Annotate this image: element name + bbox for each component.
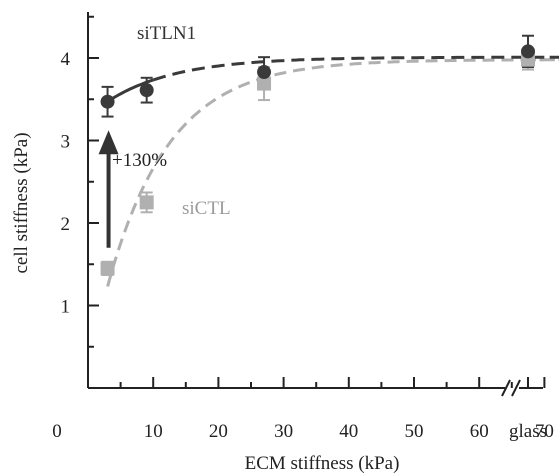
axis-break-mark	[501, 379, 511, 397]
increase-annotation-label: +130%	[112, 150, 167, 171]
siCTL-point	[257, 76, 272, 91]
axes	[87, 12, 546, 397]
x-tick-label: 0	[52, 421, 62, 442]
siTLN1-fit-curve-dashed	[152, 55, 559, 82]
siTLN1-point	[100, 94, 115, 109]
y-tick-label: 1	[61, 297, 71, 318]
siTLN1-point	[521, 44, 535, 59]
x-tick-label: 40	[339, 421, 358, 442]
axis-break-mark	[511, 379, 521, 397]
siTLN1-point	[139, 83, 154, 98]
y-tick-label: 2	[61, 214, 71, 235]
data-points	[100, 44, 535, 276]
siTLN1-point	[257, 65, 272, 80]
siCTL-point	[100, 261, 115, 276]
siTLN1-fit-curve-solid	[106, 78, 154, 103]
siTLN1-series-label: siTLN1	[137, 23, 196, 44]
siCTL-series-label: siCTL	[182, 198, 231, 219]
x-tick-label: 70	[535, 421, 554, 442]
x-tick-label: 30	[274, 421, 293, 442]
annotation: +130%	[98, 130, 167, 248]
y-tick-label: 4	[61, 49, 71, 70]
fit-curves	[106, 55, 559, 287]
x-tick-label: 20	[209, 421, 228, 442]
y-axis-title: cell stiffness (kPa)	[11, 132, 32, 273]
x-tick-label: glass	[509, 421, 547, 442]
x-tick-label: 60	[470, 421, 489, 442]
x-tick-label: 50	[405, 421, 424, 442]
siCTL-point	[139, 195, 154, 210]
x-tick-label: 10	[144, 421, 163, 442]
increase-arrow-head	[98, 130, 119, 155]
y-tick-label: 3	[61, 132, 71, 153]
x-axis-title: ECM stiffness (kPa)	[245, 453, 400, 474]
siCTL-fit-curve	[106, 58, 559, 287]
